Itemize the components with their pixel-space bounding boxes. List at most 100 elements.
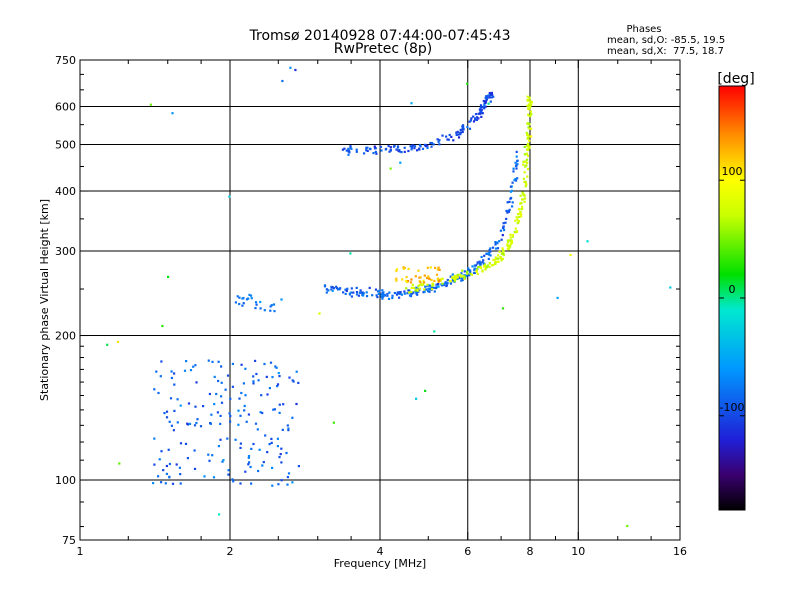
data-point [243,404,246,408]
data-point [221,460,224,463]
data-point [412,291,415,294]
data-point [517,213,520,216]
data-point [416,289,419,292]
data-point [339,287,342,290]
data-point [433,290,436,293]
data-point [165,464,168,468]
data-point [468,127,472,130]
data-point [386,294,389,297]
stats-x-mode: mean, sd,X: 77.5, 18.7 [607,46,724,57]
data-point [229,420,232,423]
data-point [476,116,479,119]
data-point [510,241,514,245]
y-axis-label: Stationary phase Virtual Height [km] [38,199,51,401]
data-point [466,82,469,85]
data-point [280,461,283,464]
data-point [280,298,283,301]
data-point [398,296,401,299]
data-point [295,370,298,373]
data-point [266,393,269,396]
data-point [416,288,419,291]
data-point [218,513,221,516]
data-point [276,445,279,448]
data-point [355,148,358,151]
data-point [247,454,251,458]
data-points [106,66,672,528]
data-point [505,217,508,220]
data-point [463,275,466,278]
data-point [287,427,290,430]
data-point [194,364,197,367]
data-point [500,238,503,241]
data-point [517,221,520,224]
data-point [488,262,491,265]
data-point [382,291,385,294]
data-point [416,149,419,152]
grid-lines [80,60,680,540]
data-point [413,145,417,148]
data-point [401,278,404,281]
data-point [460,277,463,280]
data-point [483,104,486,107]
data-point [516,218,519,221]
data-point [373,145,376,148]
data-point [259,300,262,304]
data-point [276,385,279,388]
data-point [231,478,234,481]
data-point [489,100,492,103]
data-point [416,293,419,296]
data-point [455,131,458,134]
data-point [456,276,459,279]
data-point [250,447,253,450]
data-point [247,297,250,300]
data-point [441,277,444,280]
colorbar-tick-label: 0 [729,283,736,296]
data-point [521,191,524,194]
data-point [526,122,529,125]
data-point [457,133,460,136]
data-point [271,376,274,379]
data-point [511,181,514,184]
data-point [516,177,519,180]
data-point [511,235,514,238]
data-point [378,289,381,292]
data-point [371,294,374,297]
data-point [236,295,239,298]
data-point [350,295,353,298]
data-point [437,140,440,143]
data-point [512,170,515,173]
data-point [435,283,438,286]
data-point [161,324,164,328]
data-point [455,275,458,278]
data-point [460,279,463,282]
data-point [280,479,283,482]
data-point [219,438,222,441]
data-point [476,272,479,275]
data-point [466,270,469,273]
data-point [271,466,274,469]
data-point [502,225,505,228]
data-point [486,96,489,100]
data-point [399,161,402,164]
data-point [386,292,389,296]
data-point [332,421,335,424]
data-point [398,292,401,295]
data-point [335,285,338,288]
data-point [331,286,334,289]
data-point [512,167,515,170]
data-point [173,383,176,386]
data-point [422,279,425,282]
data-point [479,106,482,109]
data-point [395,148,398,151]
data-point [395,268,399,271]
data-point [345,289,348,292]
data-point [224,388,227,391]
data-point [410,148,413,151]
data-point [488,96,491,99]
data-point [227,469,230,472]
data-point [211,454,214,457]
data-point [446,282,449,285]
data-point [430,286,433,289]
data-point [259,411,262,414]
data-point [345,149,348,152]
